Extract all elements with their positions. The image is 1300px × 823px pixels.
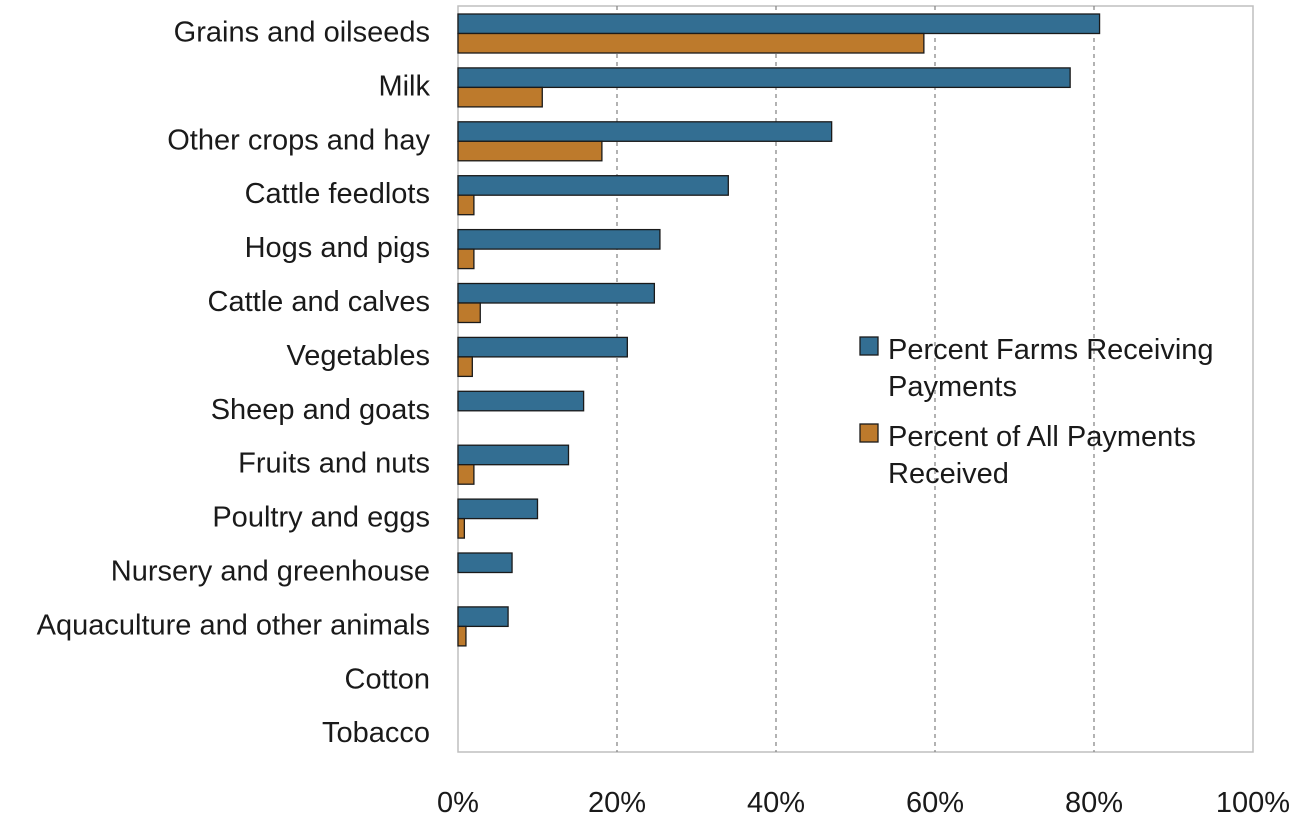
- category-label: Sheep and goats: [211, 394, 430, 426]
- bar-payments-received: [457, 248, 475, 270]
- bar-payments-received: [457, 86, 543, 108]
- legend-swatch-farms: [859, 336, 879, 356]
- x-tick-label: 80%: [1065, 787, 1123, 818]
- legend-label: Percent Farms Receiving: [888, 334, 1214, 366]
- bar-payments-received: [457, 625, 467, 647]
- bar-payments-received: [457, 194, 475, 216]
- bar-farms-receiving: [457, 552, 513, 574]
- bar-farms-receiving: [457, 67, 1071, 89]
- bar-farms-receiving: [457, 228, 661, 250]
- category-label: Cattle and calves: [208, 286, 430, 318]
- bar-farms-receiving: [457, 390, 585, 412]
- bar-farms-receiving: [457, 175, 729, 196]
- bar-farms-receiving: [457, 444, 570, 466]
- bar-farms-receiving: [457, 13, 1101, 35]
- category-label: Grains and oilseeds: [174, 17, 430, 49]
- category-label: Hogs and pigs: [245, 232, 430, 264]
- category-label: Milk: [378, 70, 430, 102]
- x-tick-label: 100%: [1216, 787, 1290, 818]
- bar-payments-received: [457, 140, 603, 162]
- bar-farms-receiving: [457, 121, 833, 142]
- bar-payments-received: [457, 32, 925, 54]
- plot-frame: [457, 5, 1254, 753]
- bar-farms-receiving: [457, 498, 539, 520]
- x-tick-label: 0%: [437, 787, 479, 818]
- x-tick-label: 60%: [906, 787, 964, 818]
- x-tick-label: 20%: [588, 787, 646, 818]
- category-label: Vegetables: [286, 340, 430, 372]
- category-label: Other crops and hay: [167, 124, 430, 156]
- category-label: Cotton: [345, 663, 430, 695]
- legend-swatch-payments: [859, 423, 879, 443]
- category-label: Tobacco: [322, 717, 430, 749]
- legend-label: Percent of All Payments: [888, 421, 1196, 453]
- category-label: Aquaculture and other animals: [37, 609, 430, 641]
- bar-farms-receiving: [457, 336, 628, 358]
- category-label: Poultry and eggs: [212, 502, 430, 534]
- bar-payments-received: [457, 356, 473, 378]
- bar-payments-received: [457, 517, 466, 539]
- bar-payments-received: [457, 464, 475, 485]
- x-tick-label: 40%: [747, 787, 805, 818]
- category-label: Cattle feedlots: [245, 178, 430, 210]
- bar-payments-received: [457, 302, 481, 324]
- category-label: Fruits and nuts: [238, 448, 430, 480]
- category-label: Nursery and greenhouse: [111, 556, 430, 588]
- legend-label: Received: [888, 458, 1009, 490]
- bar-farms-receiving: [457, 606, 509, 628]
- legend-label: Payments: [888, 371, 1017, 403]
- bar-farms-receiving: [457, 282, 656, 304]
